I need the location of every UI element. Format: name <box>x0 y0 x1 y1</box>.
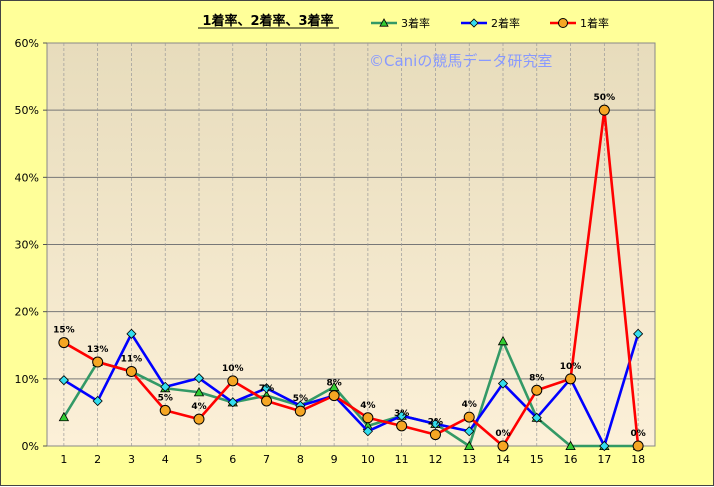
watermark-text: ©Caniの競馬データ研究室 <box>369 52 552 70</box>
x-tick-label: 3 <box>128 453 135 466</box>
diamond-marker <box>58 375 69 386</box>
gridlines <box>47 43 655 446</box>
circle-marker <box>463 411 475 423</box>
diamond-marker <box>160 381 171 392</box>
triangle-marker <box>379 18 389 27</box>
diamond-marker <box>497 378 509 389</box>
x-axis: 1 2 3 4 5 6 7 8 9 10 11 12 13 14 15 16 17 18 <box>60 453 645 466</box>
x-tick-label: 6 <box>229 453 236 466</box>
circle-marker <box>92 356 104 368</box>
y-tick-label: 50% <box>15 104 39 117</box>
y-tick-label: 30% <box>15 239 39 252</box>
data-label: 4% <box>462 400 477 410</box>
circle-marker <box>193 413 205 425</box>
x-tick-label: 13 <box>462 453 476 466</box>
circle-marker <box>429 429 441 441</box>
circle-marker <box>396 420 408 432</box>
series-group <box>58 104 644 452</box>
triangle-marker <box>497 335 509 346</box>
diamond-marker <box>430 418 441 429</box>
circle-marker <box>531 384 543 396</box>
diamond-marker <box>126 328 137 339</box>
x-tick-label: 1 <box>60 453 67 466</box>
data-label: 5% <box>293 394 308 404</box>
data-label: 3% <box>394 409 409 419</box>
y-tick-label: 60% <box>15 37 39 50</box>
data-label: 0% <box>630 429 645 439</box>
x-tick-label: 8 <box>297 453 304 466</box>
data-label: 10% <box>222 364 244 374</box>
data-label: 0% <box>495 429 510 439</box>
data-label: 5% <box>158 393 173 403</box>
circle-marker <box>497 440 509 452</box>
legend-label: 1着率 <box>580 16 609 30</box>
x-tick-label: 5 <box>196 453 203 466</box>
x-tick-label: 2 <box>94 453 101 466</box>
circle-marker <box>598 104 610 116</box>
diamond-marker <box>92 395 103 407</box>
data-label: 8% <box>326 379 341 389</box>
data-label: 4% <box>191 402 206 412</box>
x-tick-label: 16 <box>564 453 578 466</box>
diamond-marker <box>599 440 610 452</box>
data-label: 10% <box>560 362 582 372</box>
y-tick-label: 20% <box>15 306 39 319</box>
series-line <box>63 332 640 448</box>
circle-marker <box>125 365 137 377</box>
diamond-marker <box>531 412 542 423</box>
diamond-marker <box>193 373 205 384</box>
circle-marker <box>565 373 577 385</box>
x-tick-label: 18 <box>631 453 645 466</box>
data-label: 13% <box>87 345 109 355</box>
circle-marker <box>227 375 239 387</box>
data-label: 15% <box>53 326 75 336</box>
circle-marker <box>159 404 171 416</box>
circle-marker <box>328 390 340 402</box>
circle-marker <box>261 395 273 407</box>
x-tick-label: 7 <box>263 453 270 466</box>
x-tick-label: 17 <box>597 453 611 466</box>
triangle-marker <box>58 411 70 422</box>
y-tick-label: 10% <box>15 373 39 386</box>
diamond-marker <box>362 426 373 437</box>
diamond-marker <box>633 328 644 339</box>
triangle-marker <box>565 440 576 451</box>
x-tick-label: 10 <box>361 453 375 466</box>
legend-label: 3着率 <box>401 16 430 30</box>
x-tick-label: 14 <box>496 453 510 466</box>
circle-marker <box>58 337 70 349</box>
y-tick-label: 0% <box>22 440 39 453</box>
data-label: 2% <box>428 418 443 428</box>
chart-title: 1着率、2着率、3着率 <box>202 13 333 29</box>
x-tick-label: 11 <box>395 453 409 466</box>
circle-marker <box>558 18 568 28</box>
circle-marker <box>632 440 644 452</box>
series-line <box>63 108 640 448</box>
diamond-marker <box>464 426 475 437</box>
data-label: 4% <box>360 401 375 411</box>
legend: 3着率 2着率 1着率 <box>371 16 609 30</box>
x-tick-label: 9 <box>331 453 338 466</box>
circle-marker <box>294 405 306 417</box>
data-label: 8% <box>529 373 544 383</box>
data-label: 50% <box>594 93 616 103</box>
circle-marker <box>362 412 374 424</box>
data-labels: 15% 13% 11% 5% 4% 10% 7% 5% 8% 4% 3% 2% 4% 0% 8% 10% 50%… <box>53 93 646 439</box>
data-label: 7% <box>259 384 274 394</box>
diamond-marker <box>227 397 238 408</box>
y-tick-label: 40% <box>15 171 39 184</box>
x-tick-label: 15 <box>530 453 544 466</box>
diamond-marker <box>396 410 407 421</box>
legend-label: 2着率 <box>491 16 520 30</box>
triangle-marker <box>193 386 205 397</box>
data-label: 11% <box>121 354 143 364</box>
x-tick-label: 12 <box>428 453 442 466</box>
diamond-marker <box>261 383 272 394</box>
x-tick-label: 4 <box>162 453 169 466</box>
diamond-marker <box>469 18 479 28</box>
y-axis: 0% 10% 20% 30% 40% 50% 60% <box>15 37 47 453</box>
triangle-marker <box>464 440 475 451</box>
